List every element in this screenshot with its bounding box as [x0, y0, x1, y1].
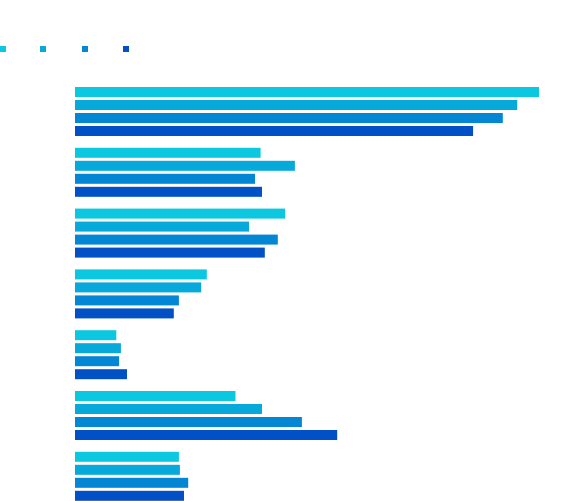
legend-swatch-3	[82, 46, 88, 52]
bar-group-5	[75, 330, 127, 380]
bar-5-series-3	[75, 356, 120, 367]
legend-swatch-4	[123, 46, 129, 52]
legend-swatch-2	[40, 46, 46, 52]
bar-group-7	[75, 451, 189, 501]
bar-1-series-1	[75, 87, 539, 97]
bar-3-series-2	[75, 221, 249, 232]
bar-7-series-1	[75, 451, 179, 462]
bar-2-series-4	[75, 186, 262, 197]
bar-7-series-3	[75, 477, 189, 488]
legend-swatch-1	[0, 46, 6, 52]
bar-1-series-3	[75, 113, 503, 123]
bar-4-series-1	[75, 269, 207, 280]
bar-6-series-3	[75, 417, 302, 427]
bar-3-series-3	[75, 234, 278, 245]
bar-6-series-1	[75, 391, 236, 401]
bars	[75, 87, 539, 501]
bar-group-1	[75, 87, 539, 136]
bar-7-series-4	[75, 490, 184, 501]
bar-7-series-2	[75, 464, 180, 475]
bar-2-series-1	[75, 147, 261, 158]
bar-5-series-4	[75, 369, 127, 380]
bar-group-2	[75, 147, 295, 197]
bar-4-series-3	[75, 295, 179, 306]
bar-2-series-2	[75, 160, 295, 171]
bar-4-series-4	[75, 308, 174, 319]
bar-5-series-2	[75, 343, 121, 354]
legend	[0, 46, 129, 52]
bar-3-series-4	[75, 247, 265, 258]
bar-4-series-2	[75, 282, 202, 293]
bar-5-series-1	[75, 330, 117, 341]
bar-group-4	[75, 269, 207, 319]
bar-3-series-1	[75, 208, 286, 219]
bar-6-series-2	[75, 404, 262, 414]
bar-group-6	[75, 391, 338, 440]
bar-1-series-4	[75, 126, 474, 136]
bar-2-series-3	[75, 173, 255, 184]
bar-group-3	[75, 208, 286, 258]
bar-1-series-2	[75, 100, 518, 110]
bar-6-series-4	[75, 430, 338, 440]
